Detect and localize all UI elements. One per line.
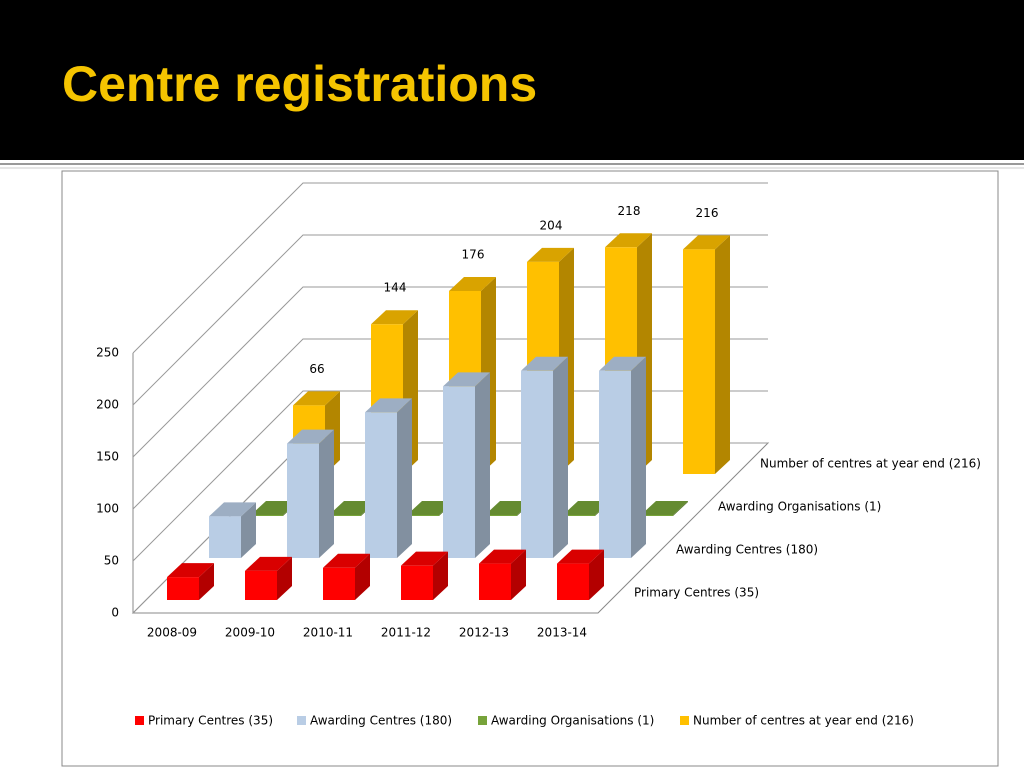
bar-top — [251, 500, 298, 515]
bar-top — [641, 500, 688, 515]
bar-top — [209, 502, 256, 517]
bar-side — [715, 235, 730, 474]
bar-top — [323, 553, 370, 568]
slide-title: Centre registrations — [62, 56, 537, 112]
bar-front — [245, 570, 277, 600]
bar-front — [563, 514, 595, 516]
bar-top — [599, 356, 646, 371]
bar-top — [449, 276, 496, 291]
bar-front — [641, 514, 673, 516]
bar-top — [293, 391, 340, 406]
y-tick-label: 100 — [96, 502, 119, 516]
value-label: 176 — [462, 247, 485, 261]
bar-top — [605, 233, 652, 248]
bar-front — [209, 516, 241, 558]
bar-front — [251, 514, 283, 516]
x-tick-label: 2012-13 — [459, 626, 509, 640]
legend-swatch — [297, 716, 306, 725]
grid-line — [132, 234, 768, 406]
bar-front — [401, 565, 433, 600]
value-label: 144 — [384, 281, 407, 295]
bar-top — [329, 500, 376, 515]
bar-front — [287, 443, 319, 558]
legend-label: Awarding Centres (180) — [310, 714, 452, 728]
legend-swatch — [135, 716, 144, 725]
bar-top — [563, 500, 610, 515]
bar-front — [599, 370, 631, 558]
bar-side — [355, 553, 370, 600]
bar-side — [553, 356, 568, 558]
depth-label: Awarding Centres (180) — [676, 543, 818, 557]
bar-side — [475, 372, 490, 558]
bar-top — [407, 500, 454, 515]
legend-swatch — [478, 716, 487, 725]
bar-top — [245, 556, 292, 571]
bar-top — [557, 549, 604, 564]
value-label: 204 — [540, 218, 563, 232]
bar-side — [589, 549, 604, 600]
bar-side — [397, 398, 412, 558]
y-tick-label: 0 — [111, 606, 119, 620]
bar-front — [683, 249, 715, 474]
x-tick-label: 2010-11 — [303, 626, 353, 640]
bar-front — [485, 514, 517, 516]
y-tick-label: 150 — [96, 450, 119, 464]
bar-top — [287, 429, 334, 444]
bar-front — [443, 386, 475, 558]
x-tick-label: 2008-09 — [147, 626, 197, 640]
bar-front — [329, 514, 361, 516]
y-tick-label: 250 — [96, 346, 119, 360]
bar-side — [511, 549, 526, 600]
x-tick-label: 2013-14 — [537, 626, 587, 640]
legend-label: Number of centres at year end (216) — [693, 714, 914, 728]
bar-front — [323, 567, 355, 600]
x-tick-label: 2011-12 — [381, 626, 431, 640]
legend-label: Awarding Organisations (1) — [491, 714, 654, 728]
bar-front — [521, 370, 553, 558]
depth-label: Number of centres at year end (216) — [760, 457, 981, 471]
bar-side — [319, 429, 334, 558]
bar-top — [371, 310, 418, 325]
bar-front — [479, 563, 511, 600]
bar-side — [241, 502, 256, 558]
bar-front — [167, 577, 199, 600]
bar-top — [365, 398, 412, 413]
legend-label: Primary Centres (35) — [148, 714, 273, 728]
bar-front — [365, 412, 397, 558]
bar-top — [527, 247, 574, 262]
header-band — [0, 0, 1024, 160]
bar-front — [557, 563, 589, 600]
bar-side — [277, 556, 292, 600]
bar-top — [443, 372, 490, 387]
bar-side — [199, 563, 214, 600]
bar-top — [167, 563, 214, 578]
value-label: 216 — [696, 206, 719, 220]
legend-swatch — [680, 716, 689, 725]
value-label: 218 — [618, 204, 641, 218]
bar-side — [433, 551, 448, 600]
y-tick-label: 200 — [96, 398, 119, 412]
bar-top — [683, 235, 730, 250]
depth-label: Primary Centres (35) — [634, 586, 759, 600]
value-label: 66 — [309, 362, 324, 376]
x-tick-label: 2009-10 — [225, 626, 275, 640]
grid-line — [132, 182, 768, 354]
y-tick-label: 50 — [104, 554, 119, 568]
bar-top — [485, 500, 532, 515]
bar-top — [401, 551, 448, 566]
bar-top — [521, 356, 568, 371]
bar-top — [479, 549, 526, 564]
depth-label: Awarding Organisations (1) — [718, 500, 881, 514]
bar-side — [631, 356, 646, 558]
bar-front — [407, 514, 439, 516]
bar-side — [673, 500, 688, 516]
